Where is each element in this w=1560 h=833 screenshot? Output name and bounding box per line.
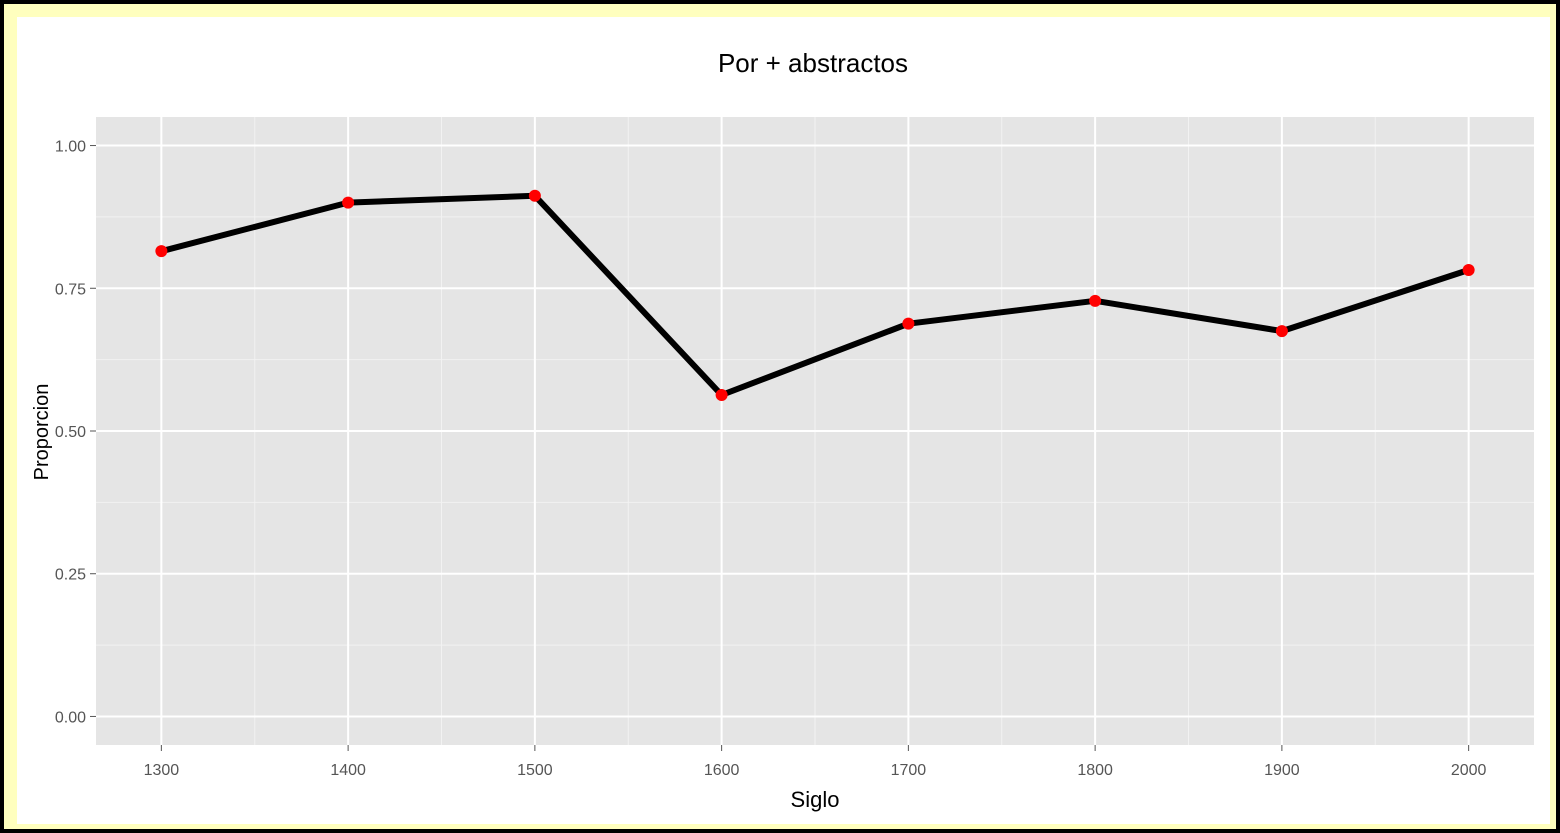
series-line [160, 192, 1470, 398]
x-axis: 1300 1400 1500 1600 1700 1800 1900 2000 [144, 745, 1487, 779]
y-tick-label: 0.00 [55, 709, 86, 726]
data-point [715, 389, 728, 402]
x-axis-label: Siglo [791, 787, 840, 812]
data-point [1462, 264, 1475, 277]
y-tick-label: 0.25 [55, 567, 86, 584]
x-tick-label: 1400 [330, 762, 366, 779]
data-point [1275, 325, 1288, 338]
y-tick-label: 1.00 [55, 139, 86, 156]
data-point [342, 196, 355, 209]
y-tick-label: 0.75 [55, 281, 86, 298]
x-tick-label: 1800 [1077, 762, 1113, 779]
major-grid [96, 117, 1534, 745]
x-tick-label: 1700 [891, 762, 927, 779]
x-tick-label: 1600 [704, 762, 740, 779]
data-point [528, 189, 541, 202]
x-tick-label: 1500 [517, 762, 553, 779]
data-point [902, 317, 915, 330]
data-point [1089, 294, 1102, 307]
y-tick-label: 0.50 [55, 424, 86, 441]
x-tick-label: 1300 [144, 762, 180, 779]
data-point [155, 245, 168, 258]
x-tick-label: 1900 [1264, 762, 1300, 779]
data-points [155, 189, 1475, 402]
y-axis: 0.00 0.25 0.50 0.75 1.00 [55, 139, 96, 726]
x-tick-label: 2000 [1451, 762, 1487, 779]
y-axis-label: Proporcion [31, 384, 53, 481]
chart-title: Por + abstractos [718, 48, 908, 78]
